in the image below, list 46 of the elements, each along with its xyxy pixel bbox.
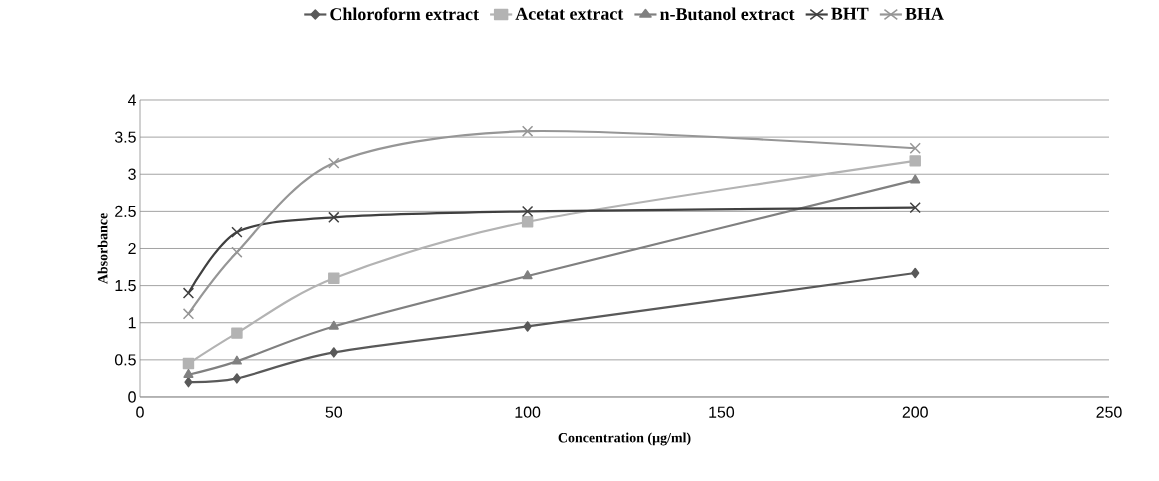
y-tick-label: 2.5 — [115, 205, 136, 218]
x-tick-label: 0 — [136, 406, 144, 418]
point — [231, 226, 243, 238]
point — [522, 270, 533, 280]
point — [231, 246, 243, 258]
legend-label: Acetat extract — [515, 7, 624, 20]
legend-label: Chloroform extract — [330, 7, 479, 21]
y-axis-title: Absorbance — [97, 213, 108, 284]
point — [909, 155, 921, 167]
x-tick-label: 150 — [709, 406, 735, 418]
point — [328, 211, 340, 223]
legend-label: BHT — [831, 7, 869, 20]
point — [232, 373, 242, 384]
point — [182, 287, 195, 299]
point — [328, 272, 340, 284]
y-tick-label: 1.5 — [115, 280, 136, 292]
y-tick-label: 3.5 — [114, 131, 136, 143]
point — [329, 347, 338, 358]
point — [182, 308, 195, 320]
y-tick-label: 0 — [128, 391, 136, 403]
legend-label: BHA — [905, 7, 944, 20]
y-tick-label: 1 — [128, 317, 136, 329]
point — [521, 216, 534, 228]
point — [521, 125, 534, 137]
point — [909, 142, 921, 154]
point — [521, 205, 534, 218]
point — [231, 327, 243, 339]
point — [231, 355, 242, 365]
y-tick-label: 4 — [127, 94, 137, 106]
y-tick-label: 2 — [128, 242, 136, 255]
point — [910, 174, 921, 184]
point — [328, 320, 339, 330]
point — [328, 157, 340, 169]
point — [909, 201, 921, 214]
x-tick-label: 250 — [1096, 406, 1122, 418]
x-tick-label: 200 — [902, 406, 928, 418]
y-tick-label: 3 — [128, 168, 136, 180]
x-axis-title: Concentration (µg/ml) — [558, 432, 691, 446]
point — [183, 368, 194, 378]
point — [182, 357, 195, 370]
point — [523, 321, 532, 332]
point — [911, 267, 920, 279]
x-tick-label: 50 — [325, 406, 343, 418]
y-tick-label: 0.5 — [114, 354, 136, 366]
legend-label: n-Butanol extract — [660, 7, 795, 21]
x-tick-label: 100 — [515, 406, 541, 418]
